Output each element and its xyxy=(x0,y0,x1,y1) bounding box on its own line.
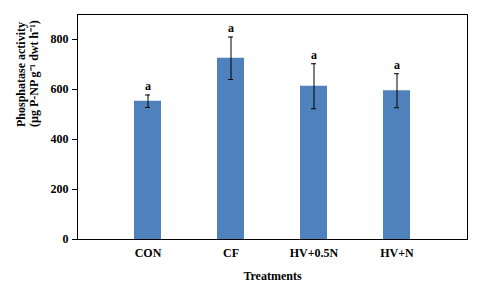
svg-text:HV+0.5N: HV+0.5N xyxy=(290,246,339,260)
svg-text:CON: CON xyxy=(135,246,162,260)
svg-text:a: a xyxy=(228,21,234,35)
svg-text:600: 600 xyxy=(51,82,69,96)
svg-text:HV+N: HV+N xyxy=(380,246,414,260)
svg-text:200: 200 xyxy=(51,182,69,196)
svg-text:Treatments: Treatments xyxy=(243,269,302,283)
svg-text:400: 400 xyxy=(51,132,69,146)
svg-text:a: a xyxy=(394,58,400,72)
svg-text:CF: CF xyxy=(223,246,239,260)
svg-text:0: 0 xyxy=(63,232,69,246)
svg-text:a: a xyxy=(145,79,151,93)
svg-text:Phosphatase activity(µg P-NP g: Phosphatase activity(µg P-NP g⁻¹ dwt h⁻¹… xyxy=(14,20,41,127)
svg-text:a: a xyxy=(311,48,317,62)
svg-text:800: 800 xyxy=(51,32,69,46)
